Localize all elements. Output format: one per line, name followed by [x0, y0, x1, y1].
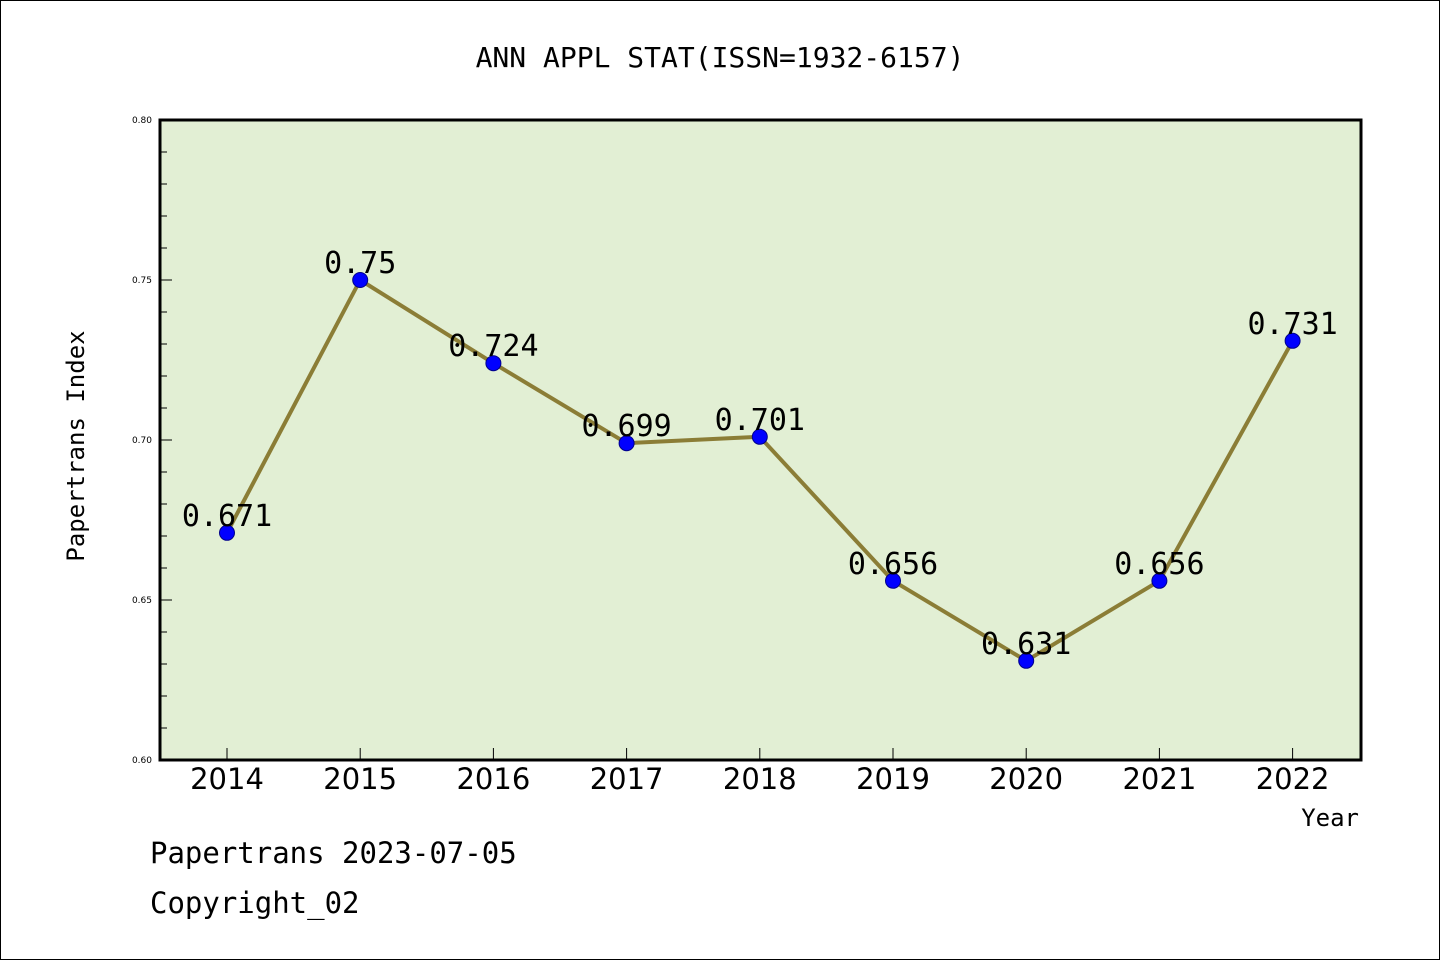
data-point-marker: [352, 272, 369, 288]
data-point-marker: [485, 355, 502, 372]
data-label: 0.671: [182, 499, 272, 534]
data-point-marker: [751, 428, 768, 445]
x-axis-ticks: 2014 2015 2016 2017 2018 2019 2020 2021 2022: [190, 748, 1330, 796]
data-label: 0.701: [715, 403, 805, 438]
data-label: 0.631: [981, 627, 1071, 662]
data-labels: 0.671 0.75 0.724 0.699 0.701 0.656 0.631 0.656 0…: [182, 246, 1338, 662]
data-label: 0.699: [581, 409, 671, 444]
data-label: 0.656: [1114, 547, 1204, 582]
x-tick-label: 2014: [190, 762, 264, 796]
x-tick-label: 2018: [723, 762, 797, 796]
x-tick-label: 2020: [989, 762, 1063, 796]
data-point-marker: [618, 435, 635, 452]
data-label: 0.75: [324, 246, 396, 281]
data-point-marker: [219, 524, 235, 541]
x-tick-label: 2017: [590, 762, 664, 796]
y-axis-label: Papertrans Index: [62, 330, 90, 561]
x-tick-label: 2021: [1122, 762, 1196, 796]
series-line-group: [219, 272, 1301, 669]
x-tick-label: 2015: [323, 762, 397, 796]
y-tick-label: 0.80: [132, 116, 152, 126]
x-axis-label: Year: [1301, 804, 1359, 832]
data-point-marker: [1284, 332, 1301, 349]
chart-title: ANN APPL STAT(ISSN=1932-6157): [476, 41, 965, 74]
data-point-marker: [885, 572, 901, 589]
x-tick-label: 2016: [456, 762, 530, 796]
y-tick-label: 0.65: [132, 596, 152, 606]
y-tick-label: 0.60: [132, 756, 152, 766]
footer-date: Papertrans 2023-07-05: [150, 836, 517, 870]
y-tick-label: 0.70: [132, 436, 152, 446]
data-label: 0.724: [448, 329, 538, 364]
x-tick-label: 2019: [856, 762, 930, 796]
footer-copyright: Copyright_02: [150, 886, 360, 920]
y-tick-label: 0.75: [132, 276, 152, 286]
data-point-marker: [1018, 652, 1035, 669]
data-label: 0.731: [1247, 307, 1337, 342]
data-point-marker: [1151, 572, 1168, 589]
x-tick-label: 2022: [1256, 762, 1330, 796]
plot-border: [158, 118, 1363, 762]
data-label: 0.656: [848, 547, 938, 582]
